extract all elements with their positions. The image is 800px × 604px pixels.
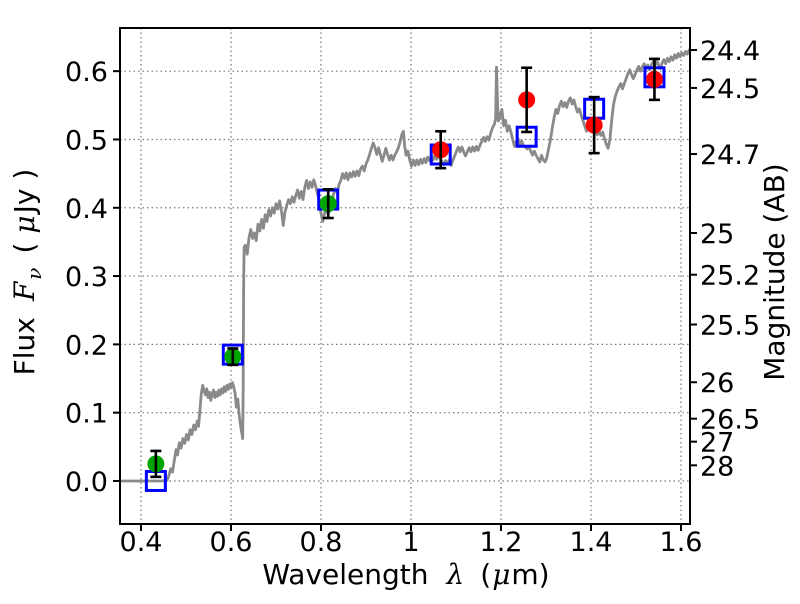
- x-axis-label: Wavelength λ (μm): [262, 558, 549, 591]
- y-tick-label-left: 0.5: [65, 125, 108, 156]
- tick-labels: 0.4 0.6 0.8 1 1.2 1.4 1.6 0.0 0.1 0.2 0.3 0.4 0.5 0.6…: [65, 36, 760, 558]
- y-tick-label-right: 26: [700, 368, 734, 399]
- x-tick-label: 1: [402, 527, 419, 558]
- y-tick-label-left: 0.3: [65, 262, 108, 293]
- model-spectrum-line: [118, 48, 692, 483]
- y-tick-label-left: 0.1: [65, 399, 108, 430]
- x-tick-label: 0.4: [120, 527, 163, 558]
- y-tick-label-left: 0.6: [65, 57, 108, 88]
- y-axis-label-right: Magnitude (AB): [758, 163, 791, 380]
- y-tick-label-right: 24.4: [700, 36, 760, 67]
- y-tick-label-right: 25: [700, 219, 734, 250]
- y-tick-label-right: 25.2: [700, 261, 760, 292]
- y-tick-label-right: 26.5: [700, 405, 760, 436]
- y-axis-label-left: FluxFν(μJy): [8, 169, 46, 376]
- y-tick-label-right: 28: [700, 451, 734, 482]
- x-tick-label: 0.8: [300, 527, 343, 558]
- y-tick-label-left: 0.4: [65, 194, 108, 225]
- y-tick-label-right: 24.5: [700, 74, 760, 105]
- model-spectrum: [118, 48, 692, 483]
- x-tick-label: 0.6: [210, 527, 253, 558]
- x-tick-label: 1.2: [480, 527, 523, 558]
- x-tick-label: 1.6: [660, 527, 703, 558]
- x-tick-label: 1.4: [570, 527, 613, 558]
- y-tick-label-right: 25.5: [700, 311, 760, 342]
- y-tick-label-right: 24.7: [700, 140, 760, 171]
- y-tick-label-left: 0.2: [65, 330, 108, 361]
- y-tick-label-left: 0.0: [65, 467, 108, 498]
- axes-frame-and-ticks: [113, 27, 697, 531]
- error-bars: [150, 57, 660, 479]
- y-tick-label-right: 27: [700, 428, 734, 459]
